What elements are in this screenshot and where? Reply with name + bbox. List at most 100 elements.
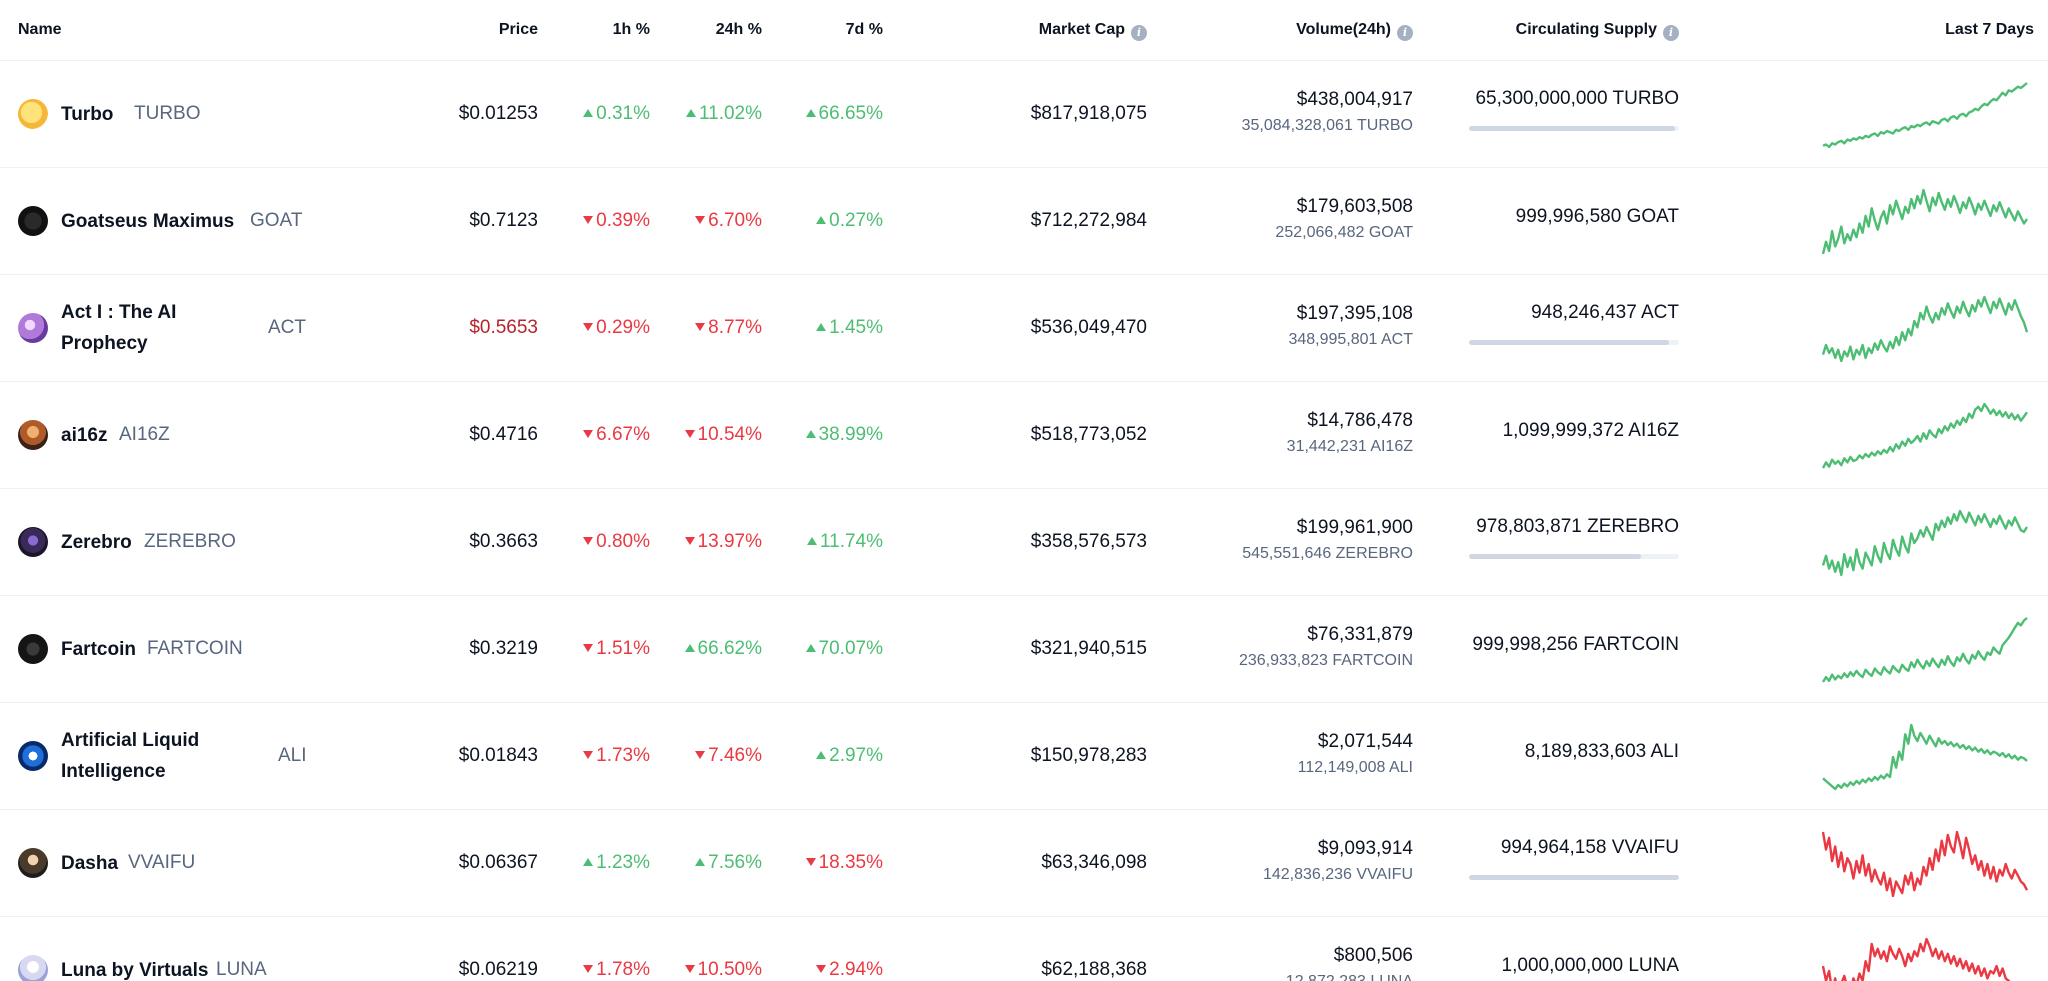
- volume-usd[interactable]: $179,603,508: [1296, 196, 1413, 217]
- change-1h: 0.31%: [560, 102, 650, 126]
- change-7d: 0.27%: [780, 209, 883, 233]
- change-1h-value: 1.73%: [596, 745, 650, 766]
- sparkline-7d: [1822, 723, 2028, 791]
- volume-usd[interactable]: $9,093,914: [1317, 838, 1413, 859]
- supply-progress-bar: [1469, 554, 1679, 559]
- caret-up-icon: [695, 858, 706, 866]
- table-header: Name Price 1h % 24h % 7d % Market Cap i V…: [0, 0, 2048, 61]
- sparkline-7d: [1822, 188, 2028, 255]
- caret-down-icon: [583, 644, 594, 652]
- caret-down-icon: [583, 751, 594, 759]
- table-row[interactable]: ai16z AI16Z $0.4716 6.67% 10.54% 38.99% $518,7…: [0, 382, 2048, 489]
- supply-progress-fill: [1469, 875, 1679, 880]
- coin-name[interactable]: Artificial Liquid Intelligence: [61, 725, 221, 787]
- header-7d[interactable]: 7d %: [845, 21, 883, 38]
- coin-name[interactable]: Act I : The AI Prophecy: [61, 297, 221, 359]
- volume-usd[interactable]: $438,004,917: [1296, 89, 1413, 110]
- info-icon[interactable]: i: [1397, 25, 1413, 41]
- sparkline-path: [1822, 82, 2028, 149]
- sparkline-path: [1822, 509, 2028, 577]
- header-name[interactable]: Name: [18, 21, 62, 38]
- table-row[interactable]: Zerebro ZEREBRO $0.3663 0.80% 13.97% 11.74% $3…: [0, 489, 2048, 596]
- table-row[interactable]: Dasha VVAIFU $0.06367 1.23% 7.56% 18.35% $63,3…: [0, 810, 2048, 917]
- change-24h-value: 7.56%: [708, 852, 762, 873]
- sparkline-path: [1822, 830, 2028, 898]
- caret-up-icon: [583, 109, 594, 117]
- change-24h-value: 11.02%: [698, 103, 762, 124]
- volume-usd[interactable]: $199,961,900: [1296, 517, 1413, 538]
- caret-up-icon: [805, 109, 816, 117]
- circulating-supply: 1,000,000,000 LUNA: [1501, 955, 1679, 976]
- table-row[interactable]: Luna by Virtuals LUNA $0.06219 1.78% 10.50% 2…: [0, 917, 2048, 981]
- change-24h: 7.56%: [660, 851, 762, 875]
- table-row[interactable]: Artificial Liquid Intelligence ALI $0.0184…: [0, 703, 2048, 810]
- volume-usd[interactable]: $800,506: [1333, 945, 1413, 966]
- change-1h: 1.51%: [560, 637, 650, 661]
- price: $0.5653: [469, 317, 538, 338]
- coin-name[interactable]: Turbo: [61, 99, 113, 130]
- coin-name-label: Goatseus Maximus: [61, 211, 235, 232]
- volume-usd[interactable]: $2,071,544: [1317, 731, 1413, 752]
- change-1h-value: 1.51%: [596, 638, 650, 659]
- header-volume[interactable]: Volume(24h) i: [1150, 20, 1413, 41]
- sparkline-path: [1822, 188, 2028, 255]
- header-supply[interactable]: Circulating Supply i: [1420, 20, 1679, 41]
- price: $0.01253: [458, 103, 538, 124]
- circulating-supply: 65,300,000,000 TURBO: [1475, 88, 1679, 109]
- caret-down-icon: [684, 965, 695, 973]
- header-volume-label: Volume(24h): [1296, 21, 1391, 38]
- coin-name-label: Act I : The AI Prophecy: [61, 302, 177, 354]
- coin-symbol: LUNA: [216, 959, 267, 980]
- table-row[interactable]: Goatseus Maximus GOAT $0.7123 0.39% 6.70% 0.2…: [0, 168, 2048, 275]
- caret-up-icon: [806, 537, 817, 545]
- header-price[interactable]: Price: [498, 21, 538, 38]
- coin-name[interactable]: Dasha: [61, 848, 118, 879]
- info-icon[interactable]: i: [1131, 25, 1147, 41]
- caret-down-icon: [583, 537, 594, 545]
- volume-usd[interactable]: $76,331,879: [1307, 624, 1413, 645]
- market-cap: $518,773,052: [1030, 424, 1147, 445]
- table-row[interactable]: Act I : The AI Prophecy ACT $0.5653 0.29% 8.…: [0, 275, 2048, 382]
- volume-usd[interactable]: $197,395,108: [1296, 303, 1413, 324]
- table-row[interactable]: Fartcoin FARTCOIN $0.3219 1.51% 66.62% 70.07%…: [0, 596, 2048, 703]
- supply-progress-fill: [1469, 340, 1669, 345]
- sparkline-path: [1822, 402, 2028, 469]
- coin-name-label: Luna by Virtuals: [61, 960, 209, 981]
- coin-name[interactable]: Luna by Virtuals: [61, 955, 208, 981]
- coin-name-label: ai16z: [61, 425, 108, 446]
- change-1h: 0.29%: [560, 316, 650, 340]
- caret-down-icon: [583, 965, 594, 973]
- caret-down-icon: [583, 216, 594, 224]
- market-cap: $358,576,573: [1030, 531, 1147, 552]
- volume-coin: 252,066,482 GOAT: [1275, 224, 1413, 241]
- change-1h: 6.67%: [560, 423, 650, 447]
- info-icon[interactable]: i: [1663, 25, 1679, 41]
- caret-up-icon: [805, 430, 816, 438]
- coin-name[interactable]: ai16z: [61, 420, 107, 451]
- change-24h-value: 10.50%: [697, 959, 762, 980]
- header-market-cap[interactable]: Market Cap i: [900, 20, 1147, 41]
- caret-down-icon: [684, 430, 695, 438]
- caret-down-icon: [805, 858, 816, 866]
- coin-name[interactable]: Zerebro: [61, 527, 132, 558]
- header-1h[interactable]: 1h %: [612, 21, 650, 38]
- sparkline-7d: [1822, 509, 2028, 577]
- table-row[interactable]: Turbo TURBO $0.01253 0.31% 11.02% 66.65% $817,…: [0, 61, 2048, 168]
- coin-symbol: TURBO: [134, 103, 201, 124]
- market-cap: $62,188,368: [1041, 959, 1147, 980]
- volume-usd[interactable]: $14,786,478: [1307, 410, 1413, 431]
- change-7d: 11.74%: [780, 530, 883, 554]
- change-24h: 11.02%: [660, 102, 762, 126]
- change-1h-value: 0.29%: [596, 317, 650, 338]
- header-24h[interactable]: 24h %: [715, 21, 762, 38]
- coin-name[interactable]: Fartcoin: [61, 634, 136, 665]
- price: $0.06219: [458, 959, 538, 980]
- caret-up-icon: [583, 858, 594, 866]
- market-cap: $63,346,098: [1041, 852, 1147, 873]
- volume-coin: 35,084,328,061 TURBO: [1241, 117, 1413, 134]
- coin-name[interactable]: Goatseus Maximus: [61, 206, 234, 237]
- change-7d-value: 66.65%: [818, 103, 883, 124]
- header-market-cap-label: Market Cap: [1038, 21, 1125, 38]
- market-cap: $321,940,515: [1030, 638, 1147, 659]
- change-24h: 8.77%: [660, 316, 762, 340]
